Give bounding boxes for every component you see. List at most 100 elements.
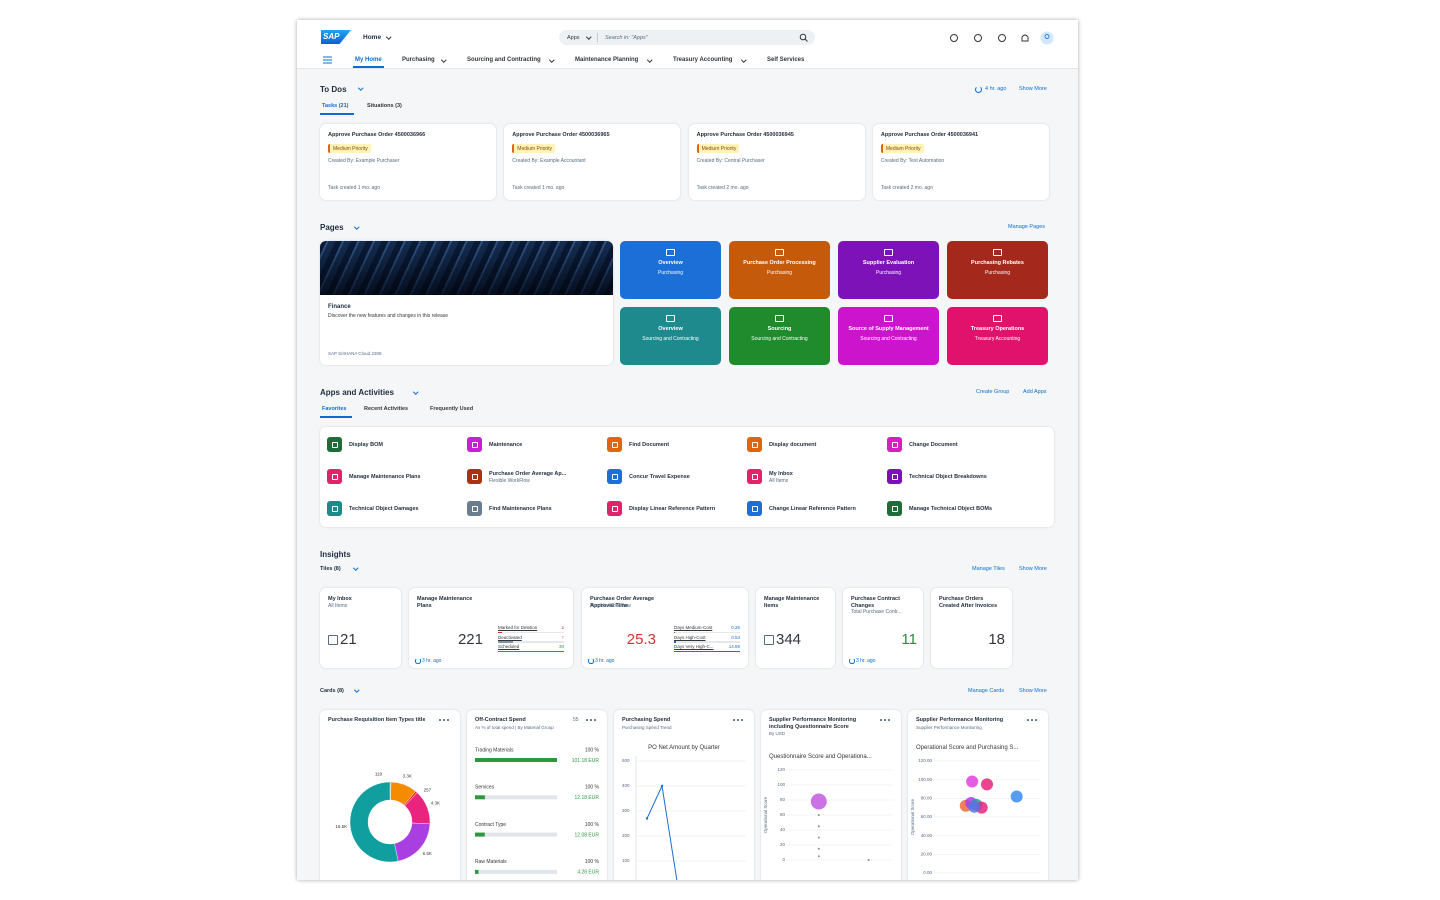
page-tile[interactable]: Supplier Evaluation Purchasing	[838, 241, 939, 299]
app-name[interactable]: Technical Object Damages	[349, 506, 419, 512]
news-card[interactable]: Finance Discover the new features and cha…	[320, 241, 613, 365]
cards-action[interactable]: Manage Cards	[968, 688, 1005, 694]
chevron[interactable]	[358, 85, 364, 91]
chevron[interactable]	[413, 389, 419, 395]
app-name[interactable]: Maintenance	[489, 442, 523, 448]
tile-footer[interactable]: 3 hr. ago	[856, 657, 876, 664]
card-title[interactable]: Purchase Requisition Item Types title	[328, 717, 426, 723]
app-name[interactable]: Manage Maintenance Plans	[349, 474, 421, 480]
app-name[interactable]: Concur Travel Expense	[629, 474, 690, 480]
card-title[interactable]: Off-Contract Spend	[475, 717, 526, 723]
help-icon[interactable]	[998, 34, 1006, 42]
page-tile[interactable]: Sourcing Sourcing and Contracting	[729, 307, 830, 365]
task-card[interactable]: Approve Purchase Order 4500036965 Medium …	[504, 124, 681, 200]
page-tile[interactable]: Overview Purchasing	[620, 241, 721, 299]
card-title[interactable]: Purchasing Spend	[622, 717, 671, 723]
menu-icon[interactable]	[323, 56, 332, 64]
nav-item[interactable]: Treasury Accounting	[673, 57, 733, 63]
chevron[interactable]	[353, 565, 359, 571]
app-icon[interactable]	[607, 501, 622, 516]
notification-icon[interactable]	[1021, 34, 1029, 42]
app-icon[interactable]	[887, 501, 902, 516]
nav-item[interactable]: Sourcing and Contracting	[467, 57, 541, 63]
tab[interactable]: Recent Activities	[364, 406, 409, 412]
tiles-action[interactable]: Show More	[1019, 566, 1047, 572]
app-name[interactable]: Manage Technical Object BOMs	[909, 506, 993, 512]
app-name[interactable]: Change Linear Reference Pattern	[769, 506, 856, 512]
app-name[interactable]: Find Document	[629, 442, 670, 448]
app-name[interactable]: Display document	[769, 442, 817, 448]
insight-tile[interactable]: My Inbox All Items 21	[320, 588, 401, 668]
app-icon[interactable]	[607, 469, 622, 484]
nav-item[interactable]: Purchasing	[402, 57, 435, 63]
insight-tile[interactable]: Manage Maintenance Items 344	[756, 588, 835, 668]
app-icon[interactable]	[327, 437, 342, 452]
chevron[interactable]	[586, 33, 592, 39]
app-icon[interactable]	[327, 501, 342, 516]
page-tile[interactable]: Purchase Order Processing Purchasing	[729, 241, 830, 299]
task-card[interactable]: Approve Purchase Order 4500036941 Medium …	[872, 124, 1049, 200]
support-icon[interactable]	[974, 34, 982, 42]
apps-action[interactable]: Create Group	[976, 389, 1010, 395]
tab[interactable]: Favorites	[322, 406, 347, 412]
show-more[interactable]: Show More	[1019, 86, 1047, 92]
card-menu[interactable]	[733, 718, 745, 722]
avatar[interactable]	[1040, 31, 1054, 45]
tile-footer[interactable]: 3 hr. ago	[595, 657, 615, 664]
task-card[interactable]: Approve Purchase Order 4500036945 Medium …	[688, 124, 865, 200]
settings-icon[interactable]	[950, 34, 958, 42]
app-name[interactable]: My Inbox	[769, 470, 793, 477]
insight-tile[interactable]: Purchase Order Average Approval Time Flex…	[582, 588, 748, 668]
insight-tile[interactable]: Purchase Contract Changes Total Purchase …	[843, 588, 923, 668]
row-label[interactable]: Days High-Cost	[674, 634, 706, 640]
app-name[interactable]: Technical Object Breakdowns	[909, 474, 987, 480]
card-menu[interactable]	[1027, 718, 1039, 722]
app-icon[interactable]	[747, 501, 762, 516]
task-card[interactable]: Approve Purchase Order 4500036966 Medium …	[320, 124, 496, 200]
tiles-label[interactable]: Tiles (8)	[320, 566, 341, 572]
tab[interactable]: Frequently Used	[430, 406, 474, 412]
app-icon[interactable]	[747, 469, 762, 484]
apps-action[interactable]: Add Apps	[1023, 389, 1047, 395]
manage-pages[interactable]: Manage Pages	[1008, 224, 1045, 230]
card-menu[interactable]	[439, 718, 451, 722]
insight-tile[interactable]: Manage Maintenance Plans 221 3 hr. ago Mark…	[409, 588, 573, 668]
app-name[interactable]: Change Document	[909, 442, 958, 448]
row-label[interactable]: Days Very High-C...	[674, 644, 714, 649]
card-menu[interactable]	[880, 718, 892, 722]
cards-label[interactable]: Cards (8)	[320, 688, 344, 694]
app-icon[interactable]	[467, 437, 482, 452]
card-menu[interactable]	[586, 718, 598, 722]
refresh-icon[interactable]	[975, 86, 982, 93]
app-icon[interactable]	[887, 437, 902, 452]
tab[interactable]: Situations (3)	[367, 103, 402, 109]
chevron[interactable]	[354, 224, 360, 230]
nav-item[interactable]: My Home	[355, 57, 382, 63]
insight-tile[interactable]: Purchase Orders Created After Invoices 18	[931, 588, 1012, 668]
app-name[interactable]: Display Linear Reference Pattern	[629, 506, 716, 512]
tab[interactable]: Tasks (21)	[322, 103, 349, 109]
search-scope[interactable]: Apps	[567, 34, 580, 41]
page-tile[interactable]: Source of Supply Management Sourcing and …	[838, 307, 939, 365]
app-icon[interactable]	[467, 469, 482, 484]
card-title[interactable]: Supplier Performance Monitoring includin…	[769, 717, 857, 730]
search-button[interactable]	[799, 33, 809, 43]
row-label[interactable]: Marked for Deletion	[498, 625, 538, 630]
row-label[interactable]: Days Medium-Cost	[674, 625, 713, 630]
home-menu[interactable]: Home	[363, 34, 382, 41]
page-tile[interactable]: Purchasing Rebates Purchasing	[947, 241, 1048, 299]
refresh-time[interactable]: 4 hr. ago	[985, 86, 1007, 92]
app-icon[interactable]	[607, 437, 622, 452]
page-tile[interactable]: Treasury Operations Treasury Accounting	[947, 307, 1048, 365]
card-title[interactable]: Supplier Performance Monitoring	[916, 717, 1004, 723]
nav-item[interactable]: Self Services	[767, 57, 805, 63]
chevron[interactable]	[354, 687, 360, 693]
nav-item[interactable]: Maintenance Planning	[575, 57, 639, 63]
search-box[interactable]: Apps Search in: "Apps"	[559, 30, 815, 45]
row-label[interactable]: Deactivated	[498, 634, 522, 640]
app-name[interactable]: Find Maintenance Plans	[489, 506, 552, 512]
row-label[interactable]: Scheduled	[498, 644, 520, 649]
app-icon[interactable]	[467, 501, 482, 516]
tile-footer[interactable]: 3 hr. ago	[422, 657, 442, 664]
app-name[interactable]: Purchase Order Average Ap...	[489, 470, 567, 477]
